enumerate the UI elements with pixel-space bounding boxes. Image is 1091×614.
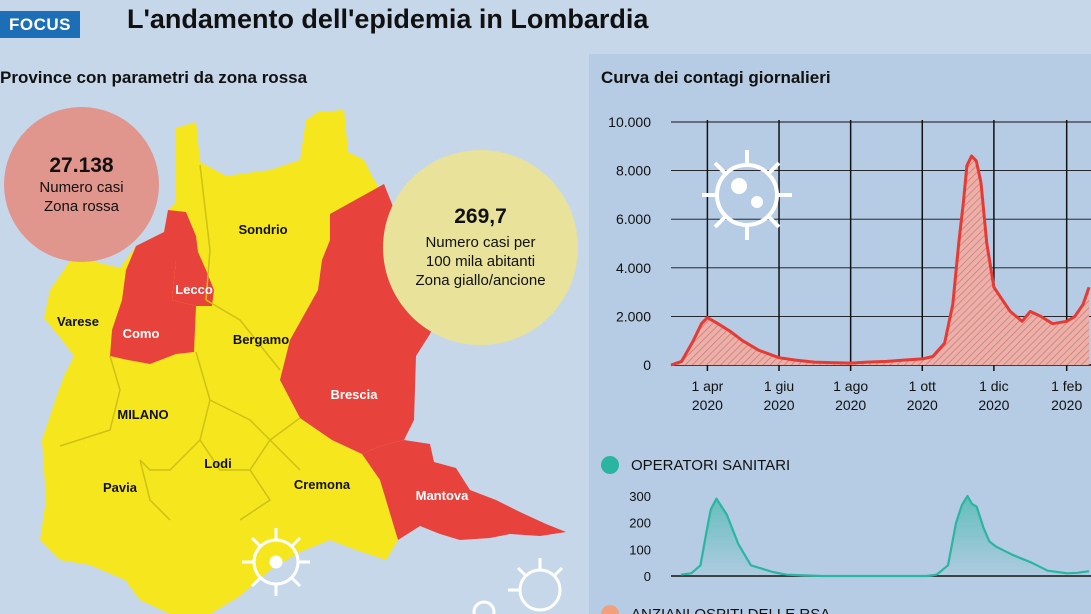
province-label-como: Como	[123, 326, 160, 341]
y-tick-label: 0	[643, 357, 651, 373]
x-tick-label: 1 dic	[979, 378, 1009, 394]
x-tick-year: 2020	[978, 397, 1009, 413]
bubble-zona-rossa: 27.138 Numero casi Zona rossa	[4, 107, 159, 262]
province-label-brescia: Brescia	[331, 387, 379, 402]
y-tick-label: 100	[629, 542, 651, 557]
bubble-yellow-line1: Numero casi per	[425, 234, 536, 251]
bubble-red-value: 27.138	[49, 153, 114, 177]
map-region-lecco	[172, 212, 214, 306]
x-tick-label: 1 ott	[909, 378, 936, 394]
y-tick-label: 300	[629, 489, 651, 504]
x-tick-label: 1 apr	[691, 378, 723, 394]
bubble-zona-gialla: 269,7 Numero casi per 100 mila abitanti …	[383, 150, 578, 345]
legend-anziani-rsa: ANZIANI OSPITI DELLE RSA	[631, 606, 830, 614]
x-tick-year: 2020	[763, 397, 794, 413]
chart-title: Curva dei contagi giornalieri	[601, 68, 831, 87]
x-tick-year: 2020	[835, 397, 866, 413]
map-subtitle: Province con parametri da zona rossa	[0, 68, 308, 87]
x-tick-year: 2020	[1051, 397, 1082, 413]
legend-dot-operatori	[601, 456, 619, 474]
x-tick-label: 1 giu	[764, 378, 794, 394]
bubble-red-line1: Numero casi	[39, 178, 124, 196]
map-region-brescia	[280, 184, 438, 454]
focus-tag: FOCUS	[0, 11, 80, 38]
charts-svg: 0 2.000 4.000 6.000 8.000 10.000 1 apr 2020 1 gi…	[601, 114, 1091, 614]
province-label-mantova: Mantova	[416, 488, 470, 503]
x-tick-label: 1 feb	[1051, 378, 1082, 394]
y-tick-label: 10.000	[608, 114, 651, 130]
province-label-varese: Varese	[57, 314, 99, 329]
map-region-mantova	[362, 440, 566, 540]
bubble-yellow-line3: Zona giallo/ancione	[415, 272, 546, 289]
bubble-yellow-line2: 100 mila abitanti	[425, 253, 536, 270]
province-label-bergamo: Bergamo	[233, 332, 289, 347]
y-tick-label: 6.000	[616, 211, 651, 227]
y-tick-label: 200	[629, 516, 651, 531]
map-region-yellow-base	[40, 110, 398, 614]
province-label-lecco: Lecco	[175, 282, 213, 297]
y-tick-label: 2.000	[616, 308, 651, 324]
contagi-area	[671, 156, 1089, 365]
map-region-como	[110, 210, 196, 364]
y-tick-label: 4.000	[616, 260, 651, 276]
y-tick-label: 0	[644, 569, 651, 584]
province-label-pavia: Pavia	[103, 480, 138, 495]
legend-dot-anziani	[601, 605, 619, 614]
contagi-line	[670, 154, 1091, 367]
virus-icon	[242, 528, 564, 614]
province-label-cremona: Cremona	[294, 477, 351, 492]
bubble-yellow-value: 269,7	[454, 205, 507, 228]
virus-icon	[702, 150, 792, 240]
y-tick-label: 8.000	[616, 163, 651, 179]
province-label-sondrio: Sondrio	[238, 222, 287, 237]
operatori-line	[680, 494, 1090, 578]
province-label-lodi: Lodi	[204, 456, 231, 471]
x-tick-label: 1 ago	[833, 378, 868, 394]
x-tick-year: 2020	[692, 397, 723, 413]
legend-operatori-sanitari: OPERATORI SANITARI	[631, 457, 790, 474]
province-label-milano: MILANO	[117, 407, 168, 422]
page-title: L'andamento dell'epidemia in Lombardia	[127, 4, 649, 34]
lombardia-map: Sondrio Lecco Como Varese Bergamo Bresci…	[40, 110, 566, 614]
x-tick-year: 2020	[907, 397, 938, 413]
operatori-area	[681, 496, 1089, 576]
bubble-red-line2: Zona rossa	[43, 197, 120, 215]
